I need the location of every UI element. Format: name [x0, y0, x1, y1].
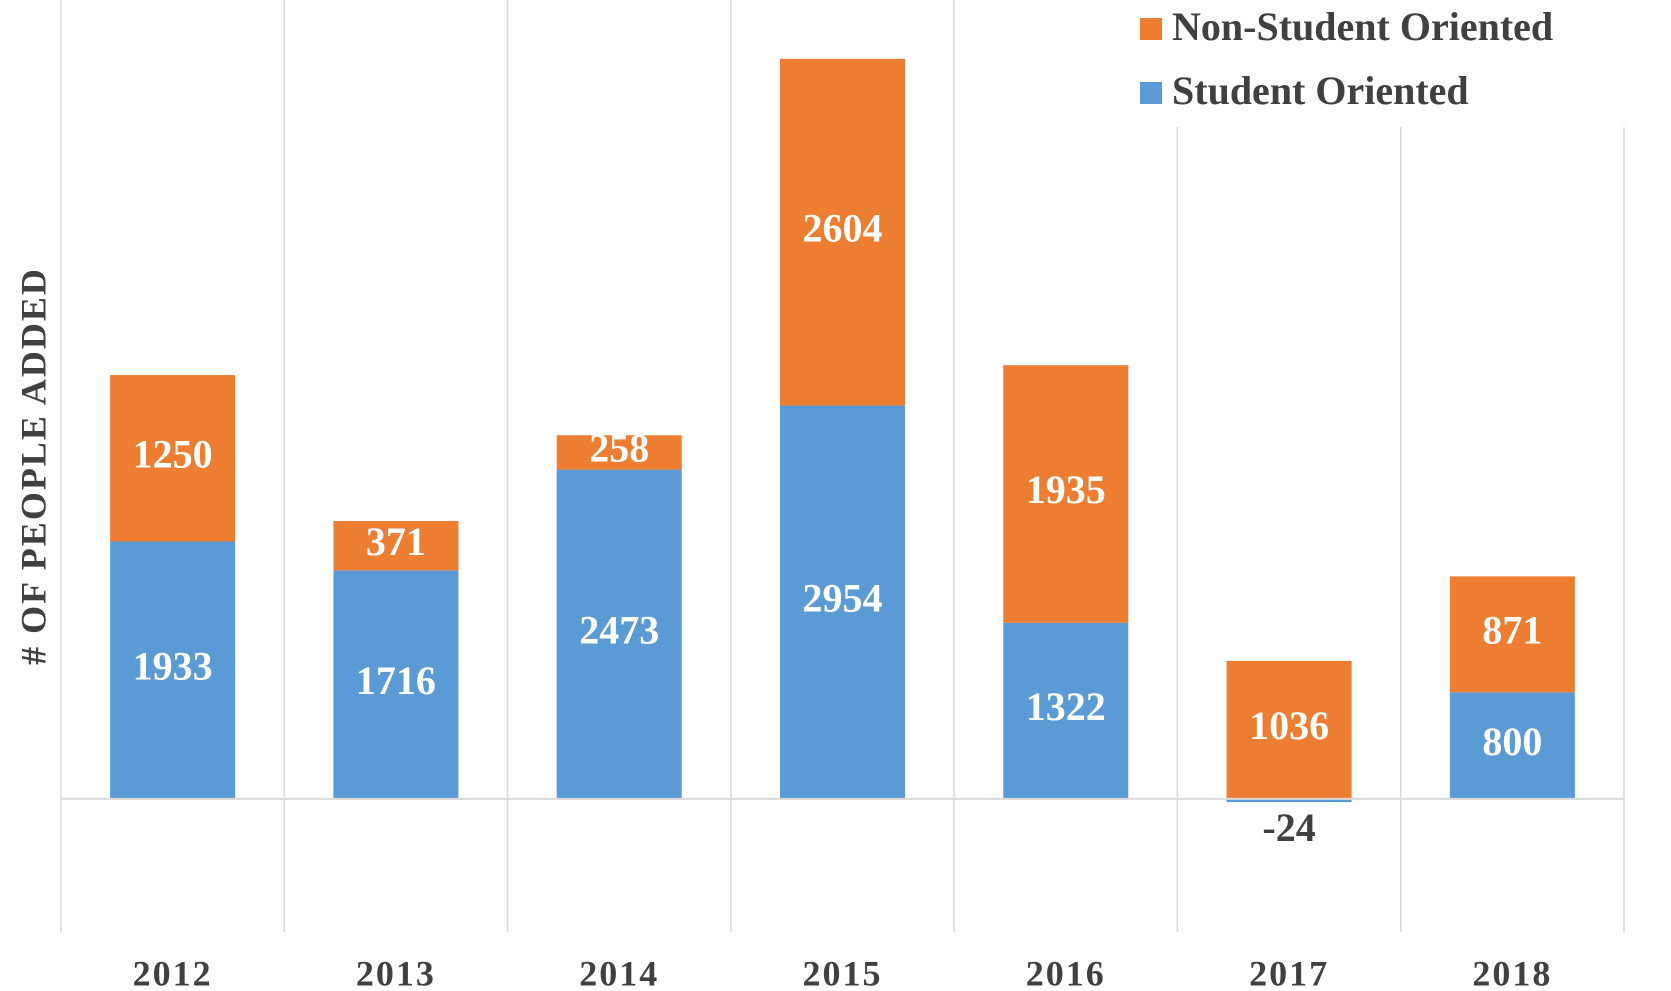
bar-segment: [110, 541, 236, 799]
x-tick-label: 2018: [1472, 953, 1552, 991]
legend-label: Non-Student Oriented: [1172, 4, 1553, 49]
data-label: 1716: [356, 658, 436, 703]
data-label: 1935: [1026, 467, 1106, 512]
bar-segment: [556, 435, 682, 470]
bar-segment: [1226, 660, 1352, 799]
data-label: 1322: [1026, 684, 1106, 729]
data-label: 2954: [803, 575, 883, 620]
legend-swatch: [1140, 82, 1162, 104]
data-label: 800: [1482, 719, 1542, 764]
x-tick-label: 2017: [1249, 953, 1329, 991]
legend-swatch: [1140, 18, 1162, 40]
legend-label: Student Oriented: [1172, 68, 1469, 113]
data-label: 2473: [579, 607, 659, 652]
bar-segment: [1449, 692, 1575, 799]
data-label: -24: [1262, 805, 1315, 850]
bar-segment: [333, 570, 459, 799]
data-label: 1933: [133, 643, 213, 688]
bar-segment: [779, 58, 906, 406]
x-tick-label: 2013: [356, 953, 436, 991]
data-label: 871: [1482, 608, 1542, 653]
x-tick-label: 2014: [579, 953, 659, 991]
bar-segment: [556, 469, 682, 799]
data-label: 258: [589, 426, 649, 471]
bar-segment: [110, 375, 236, 542]
y-axis-label: # OF PEOPLE ADDED: [13, 267, 53, 665]
data-label: 371: [366, 519, 426, 564]
bar-segment: [1449, 576, 1575, 693]
x-tick-label: 2016: [1026, 953, 1106, 991]
x-tick-label: 2012: [133, 953, 213, 991]
x-tick-label: 2015: [803, 953, 883, 991]
data-label: 2604: [803, 205, 883, 250]
bar-segment: [1003, 365, 1129, 623]
bar-segment: [1003, 622, 1129, 799]
bar-segment: [333, 520, 459, 571]
bar-segment: [779, 405, 906, 799]
bar-segment: [1226, 798, 1352, 803]
data-label: 1250: [133, 431, 213, 476]
data-label: 1036: [1249, 703, 1329, 748]
